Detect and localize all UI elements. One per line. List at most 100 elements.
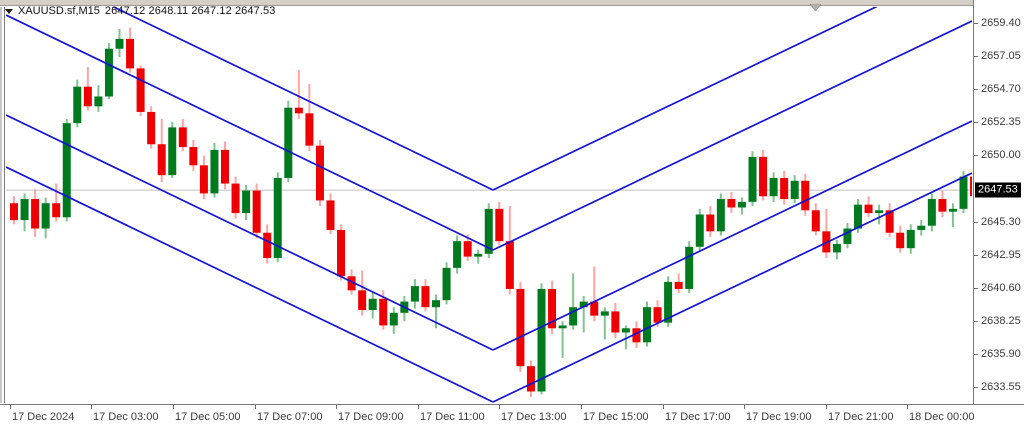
chevron-down-icon[interactable] (4, 6, 14, 16)
candle-body (759, 156, 768, 197)
time-tick-label: 17 Dec 11:00 (420, 411, 485, 423)
candle-body (948, 208, 957, 212)
candle-body (706, 214, 715, 232)
price-tick-label: 2654.70 (981, 83, 1021, 96)
price-tick (974, 155, 978, 157)
candle-body (41, 203, 50, 229)
candle-body (906, 229, 915, 249)
candle-body (83, 86, 92, 107)
candle-body (337, 229, 346, 277)
candle-body (421, 286, 430, 308)
candle-body (600, 311, 609, 316)
candle-body (621, 328, 630, 333)
candle-body (558, 325, 567, 329)
candle-body (284, 107, 293, 178)
ascending-channel-line-1[interactable] (492, 7, 972, 191)
symbol-label: XAUUSD.sf,M15 (18, 5, 100, 17)
price-tick-label: 2635.90 (981, 347, 1021, 360)
price-tick (974, 287, 978, 289)
time-tick-label: 17 Dec 13:00 (501, 411, 567, 423)
price-tick (974, 320, 978, 322)
candle-body (727, 199, 736, 208)
descending-channel-line-3[interactable] (6, 114, 494, 351)
ascending-channel-line-2[interactable] (492, 20, 972, 251)
candle-body (178, 127, 187, 148)
price-tick (974, 386, 978, 388)
time-tick-label: 17 Dec 15:00 (583, 411, 649, 423)
candle-body (242, 190, 251, 214)
price-tick (974, 122, 978, 124)
candle-body (315, 145, 324, 201)
candle-body (157, 144, 166, 176)
candle-body (843, 228, 852, 244)
candle-body (664, 281, 673, 323)
descending-channel-line-1[interactable] (6, 7, 494, 191)
candle-body (126, 38, 135, 69)
candle-body (537, 288, 546, 392)
candle-body (854, 204, 862, 229)
price-tick-label: 2650.00 (981, 149, 1021, 162)
price-tick (974, 56, 978, 58)
current-price-tag: 2647.53 (975, 182, 1021, 198)
candle-body (199, 165, 208, 194)
time-tick (581, 405, 582, 409)
candle-body (780, 177, 789, 200)
candle-body (273, 177, 282, 259)
candle-body (917, 225, 926, 230)
candle-body (938, 199, 947, 212)
candle-body (463, 241, 472, 257)
candle-body (231, 183, 240, 214)
time-tick (91, 405, 92, 409)
symbol-header[interactable]: XAUUSD.sf,M15 2647.12 2648.11 2647.12 26… (4, 4, 275, 18)
price-axis[interactable]: 2659.40 2657.05 2654.70 2652.35 2650.00 2647.… (973, 0, 1024, 404)
time-tick-label: 17 Dec 07:00 (257, 411, 323, 423)
candle-body (748, 156, 757, 202)
candle-body (10, 203, 18, 221)
candle-body (368, 298, 377, 311)
candle-body (970, 176, 972, 197)
descending-channel-line-2[interactable] (6, 14, 494, 251)
candle-body (189, 147, 198, 166)
candle-body (716, 199, 725, 232)
candle-body (263, 232, 272, 259)
candle-body (526, 366, 535, 392)
candle-body (453, 241, 462, 268)
candle-body (168, 127, 177, 176)
candle-body (632, 328, 641, 343)
candle-body (73, 86, 82, 124)
time-tick-label: 17 Dec 21:00 (828, 411, 894, 423)
candle-body (832, 243, 841, 253)
candle-body (653, 307, 662, 323)
candle-body (643, 307, 651, 343)
candle-body (801, 180, 810, 211)
candle-body (927, 199, 936, 226)
ascending-channel-line-3[interactable] (492, 120, 972, 351)
price-tick (974, 254, 978, 256)
descending-channel-line-4[interactable] (6, 166, 494, 403)
candle-body (136, 68, 145, 112)
candle-body (52, 203, 61, 218)
candle-body (252, 190, 261, 233)
chart-plot-area[interactable] (6, 7, 972, 403)
time-axis[interactable]: 17 Dec 2024 17 Dec 03:00 17 Dec 05:00 17 De… (0, 404, 1024, 425)
candle-body (294, 107, 303, 114)
candle-body (347, 276, 356, 291)
candle-body (20, 199, 29, 221)
candle-body (94, 96, 103, 107)
ascending-channel-line-4[interactable] (492, 172, 972, 403)
candle-body (305, 113, 314, 146)
candle-body (590, 301, 599, 316)
time-tick (173, 405, 174, 409)
candle-body (811, 210, 820, 232)
time-tick (907, 405, 908, 409)
price-tick (974, 221, 978, 223)
candle-body (790, 180, 799, 200)
time-tick (255, 405, 256, 409)
price-tick-label: 2645.30 (981, 215, 1021, 228)
window-toolbar (0, 0, 1024, 11)
candle-body (358, 290, 367, 311)
candle-body (737, 201, 746, 208)
candle-series (10, 27, 972, 398)
price-tick-label: 2652.35 (981, 116, 1021, 129)
